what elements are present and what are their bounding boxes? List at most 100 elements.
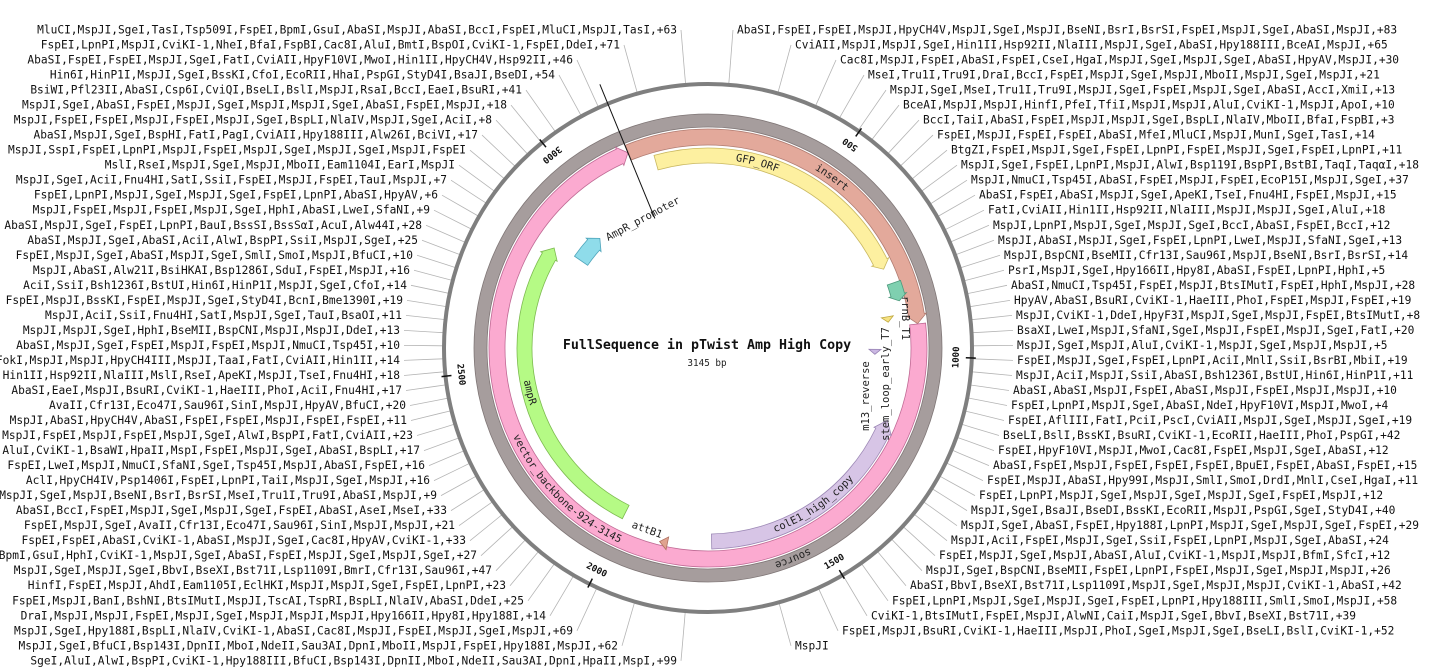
enzyme-label[interactable]: FspEI,AflIII,FatI,PciI,PscI,CviAII,MspJI…: [1008, 414, 1412, 427]
enzyme-label[interactable]: FspEI,MspJI,FspEI,FspEI,AbaSI,MfeI,MluCI…: [937, 129, 1375, 142]
enzyme-label[interactable]: AvaII,Cfr13I,Eco47I,Sau96I,SinI,MspJI,Hp…: [49, 399, 406, 412]
enzyme-label[interactable]: FspEI,MspJI,BanI,BshNI,BtsIMutI,MspJI,Ts…: [12, 594, 524, 607]
enzyme-label[interactable]: BsiWI,Pfl23II,AbaSI,Csp6I,CviQI,BseLI,Bs…: [30, 84, 522, 97]
enzyme-label[interactable]: MspJI,SgeI,AciI,Fnu4HI,SatI,SsiI,FspEI,M…: [16, 174, 447, 187]
feature-insert[interactable]: [624, 128, 928, 325]
enzyme-label[interactable]: AluI,CviKI-1,BsaWI,HpaII,MspI,FspEI,MspJ…: [2, 444, 420, 457]
enzyme-label[interactable]: MslI,RseI,MspJI,SgeI,MspJI,MboII,Eam1104…: [105, 159, 455, 172]
enzyme-label[interactable]: MseI,Tru1I,Tru9I,DraI,BccI,FspEI,MspJI,S…: [868, 69, 1380, 82]
enzyme-label[interactable]: FspEI,MspJI,BssKI,FspEI,MspJI,SgeI,StyD4…: [6, 294, 403, 307]
enzyme-label[interactable]: AbaSI,FspEI,FspEI,MspJI,SgeI,FatI,CviAII…: [27, 54, 573, 67]
enzyme-label[interactable]: MspJI,FspEI,FspEI,MspJI,FspEI,MspJI,SgeI…: [14, 114, 492, 127]
enzyme-label[interactable]: FspEI,HpyF10VI,MspJI,MwoI,Cac8I,FspEI,Ms…: [998, 444, 1389, 457]
enzyme-leader-line: [944, 209, 985, 231]
enzyme-leader-line: [932, 488, 968, 511]
enzyme-label[interactable]: AciI,SsiI,Bsh1236I,BstUI,Hin6I,HinP1I,Ms…: [23, 279, 407, 292]
enzyme-label[interactable]: MspJI,SgeI,MspJI,SgeI,BbvI,BseXI,Bst71I,…: [14, 564, 492, 577]
enzyme-label[interactable]: HpyAV,AbaSI,BsuRI,CviKI-1,HaeIII,PhoI,Fs…: [1014, 294, 1411, 307]
enzyme-label[interactable]: CviAII,MspJI,MspJI,SgeI,Hin1II,Hsp92II,N…: [795, 39, 1388, 52]
enzyme-label[interactable]: AbaSI,MspJI,SgeI,BspHI,FatI,PagI,CviAII,…: [33, 129, 478, 142]
enzyme-label[interactable]: HinfI,FspEI,MspJI,AhdI,Eam1105I,EclHKI,M…: [28, 579, 506, 592]
enzyme-label[interactable]: MspJI,SgeI,Hpy188I,BspLI,NlaIV,CviKI-1,A…: [14, 624, 573, 637]
enzyme-label[interactable]: FspEI,MspJI,BsuRI,CviKI-1,HaeIII,MspJI,P…: [842, 624, 1394, 637]
enzyme-label[interactable]: MspJI,AciI,MspJI,SsiI,AbaSI,Bsh1236I,Bst…: [1016, 369, 1413, 382]
enzyme-label[interactable]: Hin1II,Hsp92II,NlaIII,MslI,RseI,ApeKI,Ms…: [3, 369, 401, 382]
enzyme-label[interactable]: MspJI,AciI,FspEI,MspJI,SgeI,SsiI,FspEI,L…: [951, 534, 1389, 547]
enzyme-label[interactable]: FspEI,LweI,MspJI,NmuCI,SfaNI,SgeI,Tsp45I…: [7, 459, 425, 472]
enzyme-label[interactable]: FspEI,LpnPI,MspJI,SgeI,MspJI,SgeI,FspEI,…: [892, 594, 1397, 607]
enzyme-label[interactable]: Cac8I,MspJI,FspEI,AbaSI,FspEI,CseI,HgaI,…: [840, 54, 1399, 67]
enzyme-label[interactable]: PsrI,MspJI,SgeI,Hpy166II,Hpy8I,AbaSI,Fsp…: [1008, 264, 1385, 277]
enzyme-label[interactable]: MspJI,SgeI,MspJI,BseNI,BsrI,BsrSI,MseI,T…: [0, 489, 437, 502]
enzyme-label[interactable]: AbaSI,BccI,FspEI,MspJI,SgeI,MspJI,SgeI,F…: [16, 504, 447, 517]
enzyme-label[interactable]: MspJI,AbaSI,Alw21I,BsiHKAI,Bsp1286I,SduI…: [33, 264, 410, 277]
enzyme-label[interactable]: FspEI,MspJI,SgeI,FspEI,LpnPI,AciI,MnlI,S…: [1017, 354, 1408, 367]
feature-label: stem_loop_early_T7: [880, 327, 892, 441]
enzyme-label[interactable]: FspEI,MspJI,SgeI,AvaII,Cfr13I,Eco47I,Sau…: [24, 519, 455, 532]
enzyme-label[interactable]: MspJI,AbaSI,MspJI,SgeI,FspEI,LpnPI,LweI,…: [998, 234, 1402, 247]
enzyme-label[interactable]: FspEI,MspJI,SgeI,AbaSI,MspJI,SgeI,SmlI,S…: [16, 249, 414, 262]
enzyme-label[interactable]: MspJI: [795, 639, 829, 652]
enzyme-label[interactable]: MspJI,SgeI,BspCNI,BseMII,FspEI,LpnPI,Fsp…: [926, 564, 1391, 577]
enzyme-label[interactable]: FatI,CviAII,Hin1II,Hsp92II,NlaIII,MspJI,…: [988, 204, 1386, 217]
enzyme-leader-line: [923, 501, 958, 527]
feature-ampr[interactable]: [516, 247, 630, 520]
enzyme-label[interactable]: MspJI,SgeI,FspEI,LpnPI,MspJI,AlwI,Bsp119…: [961, 159, 1419, 172]
enzyme-label[interactable]: BtgZI,FspEI,MspJI,SgeI,FspEI,LpnPI,FspEI…: [951, 144, 1402, 157]
enzyme-label[interactable]: MluCI,MspJI,SgeI,TasI,Tsp509I,FspEI,BpmI…: [37, 24, 677, 37]
enzyme-label[interactable]: FspEI,LpnPI,MspJI,SgeI,MspJI,SgeI,MspJI,…: [979, 489, 1383, 502]
enzyme-label[interactable]: MspJI,SgeI,BfuCI,Bsp143I,DpnII,MboI,NdeI…: [19, 639, 618, 652]
enzyme-label[interactable]: Hin6I,HinP1I,MspJI,SgeI,BssKI,CfoI,EcoRI…: [50, 69, 555, 82]
enzyme-label[interactable]: AbaSI,EaeI,MspJI,BsuRI,CviKI-1,HaeIII,Ph…: [11, 384, 402, 397]
enzyme-label[interactable]: CviKI-1,BtsIMutI,FspEI,MspJI,AlwNI,CaiI,…: [871, 609, 1356, 622]
enzyme-label[interactable]: SgeI,AluI,AlwI,BspPI,CviKI-1,Hpy188III,B…: [30, 654, 677, 667]
enzyme-label[interactable]: MspJI,SspI,FspEI,LpnPI,MspJI,FspEI,MspJI…: [8, 144, 466, 157]
feature-stem-loop-early-t7[interactable]: [880, 315, 895, 323]
enzyme-label[interactable]: MspJI,AciI,SsiI,Fnu4HI,SatI,MspJI,SgeI,T…: [45, 309, 402, 322]
enzyme-label[interactable]: FspEI,LpnPI,MspJI,CviKI-1,NheI,BfaI,FspB…: [41, 39, 620, 52]
enzyme-label[interactable]: MspJI,SgeI,MspJI,AluI,CviKI-1,MspJI,SgeI…: [1017, 339, 1387, 352]
enzyme-label[interactable]: BpmI,GsuI,HphI,CviKI-1,MspJI,SgeI,AbaSI,…: [0, 549, 477, 562]
enzyme-label[interactable]: FspEI,LpnPI,MspJI,SgeI,MspJI,SgeI,FspEI,…: [34, 189, 438, 202]
enzyme-label[interactable]: BseLI,BslI,BssKI,BsuRI,CviKI-1,EcoRII,Ha…: [1003, 429, 1400, 442]
enzyme-label[interactable]: MspJI,FspEI,MspJI,FspEI,MspJI,SgeI,AlwI,…: [2, 429, 413, 442]
enzyme-label[interactable]: FspEI,MspJI,SgeI,MspJI,AbaSI,AluI,CviKI-…: [939, 549, 1390, 562]
enzyme-label[interactable]: FokI,MspJI,MspJI,HpyCH4III,MspJI,TaaI,Fa…: [0, 354, 400, 367]
feature-rrnb-t1[interactable]: [886, 279, 908, 302]
feature-m13-reverse[interactable]: [867, 348, 883, 355]
enzyme-label[interactable]: MspJI,NmuCI,Tsp45I,AbaSI,FspEI,MspJI,Fsp…: [971, 174, 1409, 187]
feature-vector-backbone-924-3145[interactable]: [488, 146, 928, 568]
feature-source[interactable]: [473, 113, 943, 583]
enzyme-label[interactable]: AclI,HpyCH4IV,Psp1406I,FspEI,LpnPI,TaiI,…: [26, 474, 430, 487]
enzyme-label[interactable]: AbaSI,NmuCI,Tsp45I,FspEI,MspJI,BtsIMutI,…: [1011, 279, 1415, 292]
enzyme-label[interactable]: FspEI,LpnPI,MspJI,SgeI,AbaSI,NdeI,HpyF10…: [1011, 399, 1388, 412]
enzyme-label[interactable]: BsaXI,LweI,MspJI,SfaNI,SgeI,MspJI,FspEI,…: [1017, 324, 1415, 337]
enzyme-label[interactable]: FspEI,FspEI,AbaSI,CviKI-1,AbaSI,MspJI,Sg…: [21, 534, 466, 547]
enzyme-label[interactable]: MspJI,SgeI,BsaJI,BseDI,BssKI,EcoRII,MspJ…: [971, 504, 1396, 517]
enzyme-label[interactable]: DraI,MspJI,MspJI,FspEI,MspJI,SgeI,MspJI,…: [21, 609, 547, 622]
enzyme-label[interactable]: AbaSI,MspJI,SgeI,AbaSI,AciI,AlwI,BspPI,S…: [27, 234, 418, 247]
enzyme-label[interactable]: FspEI,MspJI,AbaSI,Hpy99I,MspJI,SmlI,SmoI…: [987, 474, 1418, 487]
enzyme-label[interactable]: AbaSI,FspEI,FspEI,MspJI,HpyCH4V,MspJI,Sg…: [737, 24, 1397, 37]
enzyme-label[interactable]: AbaSI,FspEI,AbaSI,MspJI,SgeI,ApeKI,TseI,…: [979, 189, 1397, 202]
feature-attb1[interactable]: [658, 536, 670, 551]
enzyme-label[interactable]: AbaSI,MspJI,SgeI,FspEI,MspJI,FspEI,MspJI…: [16, 339, 400, 352]
enzyme-label[interactable]: BccI,TaiI,AbaSI,FspEI,MspJI,MspJI,SgeI,B…: [923, 114, 1394, 127]
enzyme-label[interactable]: MspJI,SgeI,AbaSI,FspEI,MspJI,SgeI,MspJI,…: [22, 99, 507, 112]
enzyme-label[interactable]: MspJI,CviKI-1,DdeI,HpyF3I,MspJI,SgeI,Msp…: [1016, 309, 1420, 322]
enzyme-label[interactable]: MspJI,AbaSI,HpyCH4V,AbaSI,FspEI,FspEI,Ms…: [10, 414, 407, 427]
enzyme-label[interactable]: AbaSI,FspEI,MspJI,FspEI,FspEI,FspEI,BpuE…: [993, 459, 1417, 472]
enzyme-label[interactable]: MspJI,MspJI,SgeI,HphI,BseMII,BspCNI,MspJ…: [23, 324, 400, 337]
enzyme-label[interactable]: MspJI,SgeI,MseI,Tru1I,Tru9I,MspJI,SgeI,F…: [890, 84, 1395, 97]
enzyme-label[interactable]: MspJI,SgeI,AbaSI,FspEI,Hpy188I,LpnPI,Msp…: [961, 519, 1419, 532]
enzyme-label[interactable]: MspJI,BspCNI,BseMII,Cfr13I,Sau96I,MspJI,…: [1004, 249, 1408, 262]
enzyme-label[interactable]: AbaSI,MspJI,SgeI,FspEI,LpnPI,BauI,BssSI,…: [4, 219, 422, 232]
enzyme-label[interactable]: BceAI,MspJI,MspJI,HinfI,PfeI,TfiI,MspJI,…: [903, 99, 1395, 112]
feature-cole1-high-copy[interactable]: [711, 419, 892, 550]
enzyme-label[interactable]: AbaSI,BbvI,BseXI,Bst71I,Lsp1109I,MspJI,S…: [910, 579, 1402, 592]
enzyme-label[interactable]: MspJI,FspEI,MspJI,FspEI,MspJI,SgeI,HphI,…: [33, 204, 430, 217]
enzyme-label[interactable]: AbaSI,AbaSI,MspJI,FspEI,AbaSI,MspJI,FspE…: [1013, 384, 1397, 397]
enzyme-label[interactable]: MspJI,LpnPI,MspJI,SgeI,MspJI,SgeI,BccI,A…: [993, 219, 1390, 232]
feature-gfp-orf[interactable]: [653, 147, 890, 270]
feature-ampr-promoter[interactable]: [573, 237, 602, 266]
